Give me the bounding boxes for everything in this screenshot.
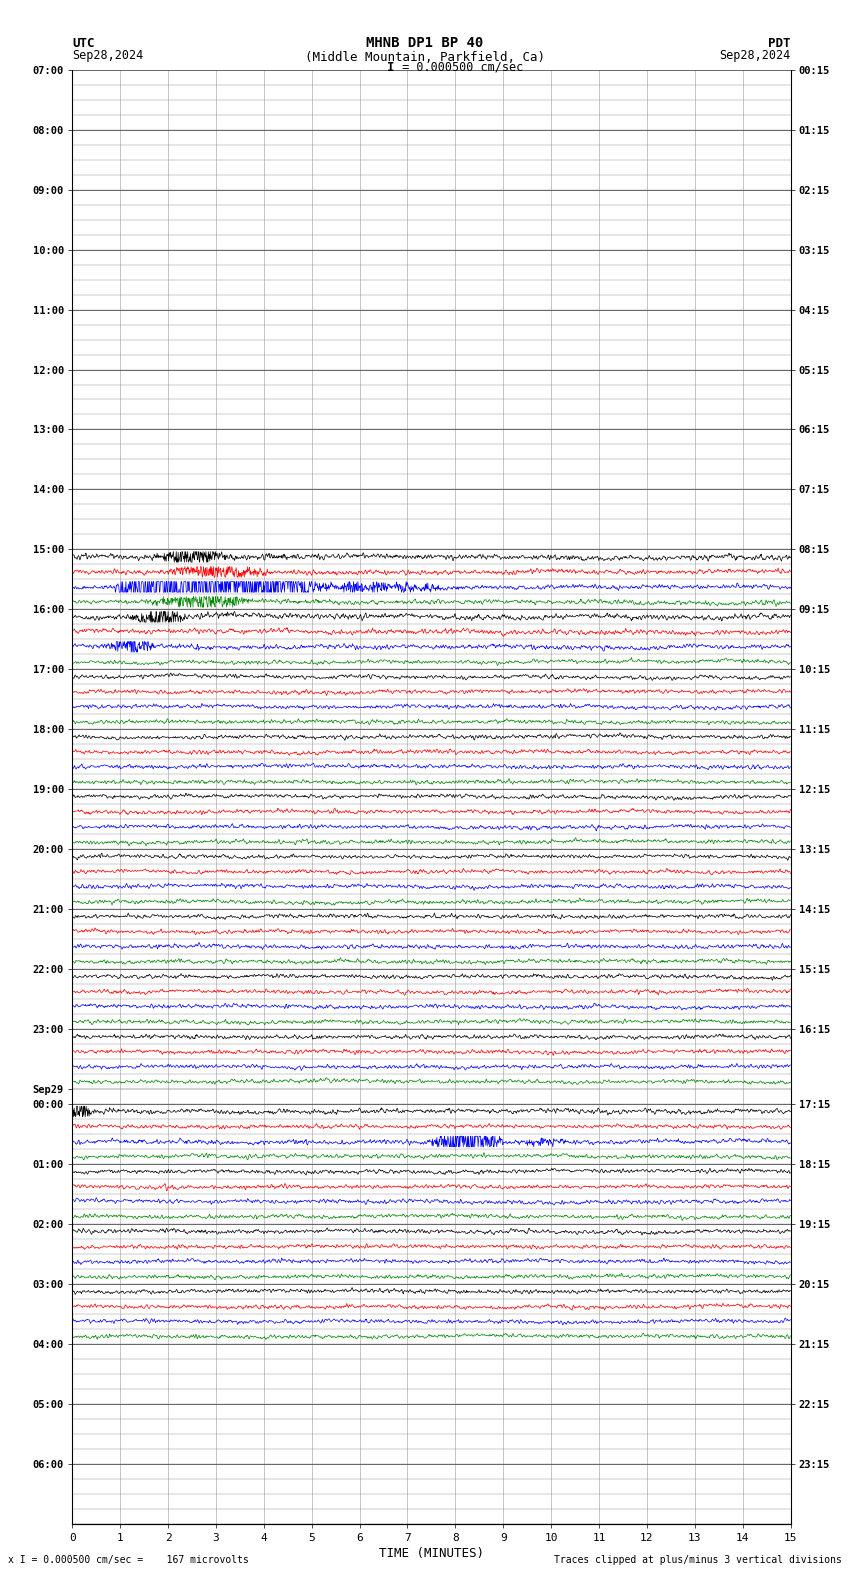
Text: MHNB DP1 BP 40: MHNB DP1 BP 40 <box>366 36 484 49</box>
Text: UTC: UTC <box>72 36 94 49</box>
Text: x I = 0.000500 cm/sec =    167 microvolts: x I = 0.000500 cm/sec = 167 microvolts <box>8 1555 249 1565</box>
Text: (Middle Mountain, Parkfield, Ca): (Middle Mountain, Parkfield, Ca) <box>305 51 545 63</box>
Text: Traces clipped at plus/minus 3 vertical divisions: Traces clipped at plus/minus 3 vertical … <box>553 1555 842 1565</box>
X-axis label: TIME (MINUTES): TIME (MINUTES) <box>379 1548 484 1560</box>
Text: Sep28,2024: Sep28,2024 <box>72 49 144 62</box>
Text: Sep28,2024: Sep28,2024 <box>719 49 791 62</box>
Text: = 0.000500 cm/sec: = 0.000500 cm/sec <box>395 60 524 73</box>
Text: I: I <box>388 60 394 73</box>
Text: PDT: PDT <box>768 36 790 49</box>
